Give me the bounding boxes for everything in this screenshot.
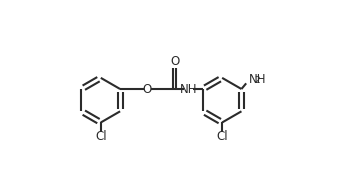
Text: O: O [170,55,179,67]
Text: O: O [143,83,152,95]
Text: Cl: Cl [216,130,228,143]
Text: NH: NH [249,74,266,86]
Text: NH: NH [180,83,197,95]
Text: 2: 2 [254,76,260,85]
Text: Cl: Cl [95,130,107,143]
